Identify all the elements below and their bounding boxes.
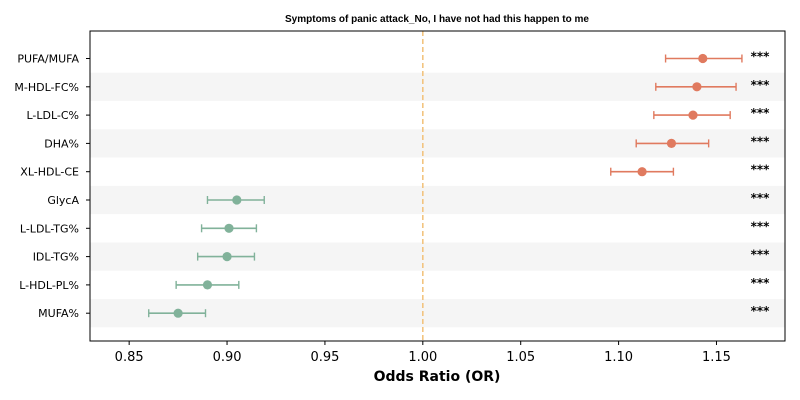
significance-label: *** bbox=[751, 106, 771, 120]
forest-row: XL-HDL-CE *** bbox=[20, 163, 770, 179]
chart-title: Symptoms of panic attack_No, I have not … bbox=[285, 14, 589, 25]
forest-row: M-HDL-FC% *** bbox=[14, 78, 770, 94]
row-stripe bbox=[90, 242, 785, 271]
or-point bbox=[698, 53, 708, 64]
row-label: L-LDL-TG% bbox=[20, 222, 79, 235]
or-point bbox=[637, 167, 647, 177]
row-stripes bbox=[90, 72, 785, 328]
forest-row: L-LDL-TG% *** bbox=[20, 219, 770, 235]
x-tick-label: 1.15 bbox=[702, 350, 731, 365]
forest-row: GlycA *** bbox=[47, 191, 770, 207]
row-label: GlycA bbox=[47, 194, 79, 207]
row-label: L-LDL-C% bbox=[26, 109, 79, 122]
significance-label: *** bbox=[751, 304, 771, 318]
data-rows: PUFA/MUFA *** M-HDL-FC% *** L-LDL-C% *** DHA% *… bbox=[14, 50, 770, 321]
x-tick-label: 1.05 bbox=[506, 350, 535, 365]
or-point bbox=[666, 138, 677, 148]
significance-label: *** bbox=[751, 219, 771, 233]
row-label: L-HDL-PL% bbox=[19, 279, 79, 292]
significance-label: *** bbox=[751, 248, 771, 262]
x-tick-label: 1.00 bbox=[408, 350, 437, 365]
or-point bbox=[222, 252, 232, 262]
forest-row: L-HDL-PL% *** bbox=[19, 276, 770, 292]
forest-row: PUFA/MUFA *** bbox=[17, 50, 770, 66]
forest-row: MUFA% *** bbox=[38, 304, 770, 320]
significance-label: *** bbox=[751, 191, 771, 205]
significance-label: *** bbox=[751, 134, 771, 148]
row-label: MUFA% bbox=[38, 307, 79, 320]
row-label: DHA% bbox=[44, 137, 79, 150]
row-label: IDL-TG% bbox=[33, 251, 79, 264]
row-label: XL-HDL-CE bbox=[20, 166, 79, 179]
x-tick-label: 0.95 bbox=[310, 350, 339, 365]
significance-label: *** bbox=[751, 78, 771, 92]
or-point bbox=[173, 308, 183, 318]
x-tick-label: 1.10 bbox=[604, 350, 633, 365]
forest-row: IDL-TG% *** bbox=[33, 248, 770, 264]
or-point bbox=[688, 110, 698, 120]
plot-frame bbox=[89, 30, 786, 342]
x-tick-label: 0.85 bbox=[115, 350, 144, 365]
significance-label: *** bbox=[751, 163, 771, 177]
x-axis-label: Odds Ratio (OR) bbox=[374, 369, 501, 385]
or-point bbox=[224, 223, 234, 233]
row-stripe bbox=[90, 185, 785, 215]
x-axis-ticks: 0.85 0.90 0.95 1.00 1.05 1.10 1.15 bbox=[115, 341, 731, 365]
significance-label: *** bbox=[751, 276, 771, 290]
forest-row: L-LDL-C% *** bbox=[26, 106, 770, 122]
or-point bbox=[232, 195, 242, 205]
row-label: M-HDL-FC% bbox=[14, 81, 79, 94]
or-point bbox=[202, 280, 213, 290]
row-label: PUFA/MUFA bbox=[17, 53, 79, 66]
x-tick-label: 0.90 bbox=[213, 350, 242, 365]
forest-row: DHA% *** bbox=[44, 134, 770, 150]
or-point bbox=[692, 82, 702, 92]
significance-label: *** bbox=[751, 50, 771, 64]
